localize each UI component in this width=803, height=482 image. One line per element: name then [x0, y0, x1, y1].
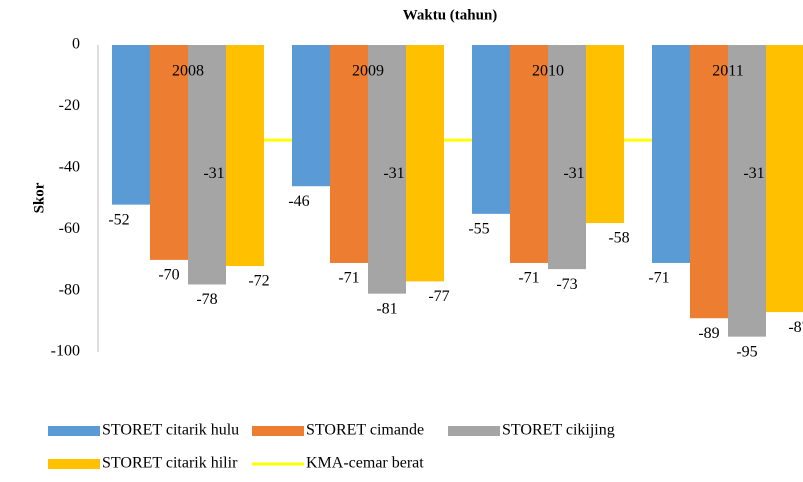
data-label: -71 [648, 270, 669, 287]
y-tick-label: -60 [59, 220, 80, 237]
data-label: -72 [248, 273, 269, 290]
bar [472, 45, 510, 214]
x-tick-label: 2010 [532, 63, 564, 80]
x-tick-label: 2011 [712, 63, 743, 80]
bar [188, 45, 226, 285]
bar [112, 45, 150, 205]
data-label: -71 [518, 270, 539, 287]
data-label: -89 [698, 325, 719, 342]
legend-label: STORET citarik hulu [102, 422, 239, 439]
bar [652, 45, 690, 263]
legend-label: KMA-cemar berat [306, 455, 424, 472]
legend-swatch [48, 426, 100, 436]
legend-label: STORET cimande [306, 422, 424, 439]
bar [330, 45, 368, 263]
data-label: -81 [376, 300, 397, 317]
y-tick-label: -40 [59, 158, 80, 175]
data-label: -87 [788, 319, 803, 336]
data-label: -77 [428, 288, 449, 305]
legend-swatch [252, 426, 304, 436]
data-label: -71 [338, 270, 359, 287]
data-label: -31 [563, 165, 584, 182]
bar [226, 45, 264, 267]
bar [586, 45, 624, 224]
data-label: -73 [556, 276, 577, 293]
data-label: -95 [736, 343, 757, 360]
bar [548, 45, 586, 270]
y-tick-label: 0 [72, 36, 80, 53]
legend-swatch [48, 459, 100, 469]
x-tick-label: 2009 [352, 63, 384, 80]
legend-label: STORET citarik hilir [102, 455, 238, 472]
bar [150, 45, 188, 260]
y-tick-label: -20 [59, 97, 80, 114]
data-label: -46 [288, 193, 309, 210]
y-tick-label: -100 [51, 343, 80, 360]
data-label: -52 [108, 211, 129, 228]
x-tick-label: 2008 [172, 63, 204, 80]
data-label: -78 [196, 291, 217, 308]
data-label: -70 [158, 267, 179, 284]
data-label: -55 [468, 221, 489, 238]
data-label: -58 [608, 230, 629, 247]
bar [368, 45, 406, 294]
data-label: -31 [383, 165, 404, 182]
y-axis-label: Skor [31, 182, 47, 213]
bar [690, 45, 728, 319]
bar [766, 45, 803, 313]
chart-title: Waktu (tahun) [403, 7, 498, 23]
legend-swatch [448, 426, 500, 436]
y-tick-label: -80 [59, 281, 80, 298]
legend-label: STORET cikijing [502, 422, 615, 439]
bar [292, 45, 330, 187]
bar [510, 45, 548, 263]
data-label: -31 [743, 165, 764, 182]
bar [728, 45, 766, 337]
data-label: -31 [203, 165, 224, 182]
bar [406, 45, 444, 282]
